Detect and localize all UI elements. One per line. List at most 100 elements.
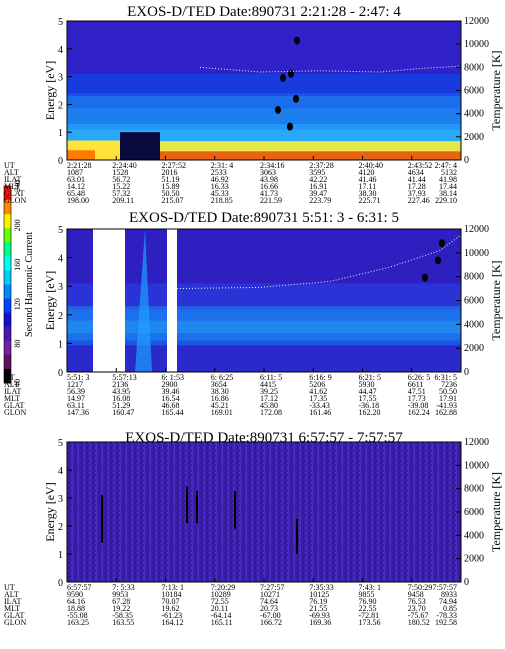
energy-band <box>67 345 461 372</box>
table-cell: 209.11 <box>112 196 134 205</box>
table-cell: 4634 <box>408 168 424 177</box>
table-cell: 64.16 <box>67 597 85 606</box>
y2-tick-label: 12000 <box>464 16 489 27</box>
temperature-trace <box>176 234 462 290</box>
table-cell: 46.92 <box>211 175 229 184</box>
table-row-label: MLT <box>4 604 20 613</box>
spot-mark <box>422 273 428 282</box>
table-cell: 2:27:52 <box>162 161 186 170</box>
table-cell: 20.73 <box>260 604 278 613</box>
table-cell: 5206 <box>309 380 325 389</box>
y-axis-label: Energy [eV] <box>43 271 57 330</box>
table-cell: 67.28 <box>112 597 130 606</box>
colorbar-tick-label: 200 <box>13 219 22 231</box>
y2-tick-label: 4000 <box>464 109 484 120</box>
colorbar-swatch <box>4 340 11 356</box>
y2-axis-label: Temperature [K] <box>489 50 503 130</box>
table-cell: -58.35 <box>112 611 133 620</box>
table-cell: 221.59 <box>260 196 282 205</box>
y-tick-label: 0 <box>58 368 63 379</box>
table-cell: -75.67 <box>408 611 429 620</box>
table-cell: 162.24 <box>408 408 430 417</box>
colorbar-swatch <box>4 354 11 370</box>
colorbar-swatch <box>4 200 11 215</box>
colorbar-swatch <box>4 228 11 243</box>
table-cell: 218.85 <box>211 196 233 205</box>
y2-tick-label: 2000 <box>464 343 484 354</box>
table-cell: 3654 <box>211 380 227 389</box>
y2-tick-label: 8000 <box>464 272 484 283</box>
table-cell: 2:24:40 <box>112 161 136 170</box>
table-cell: 51.29 <box>112 401 130 410</box>
table-cell: 20.11 <box>211 604 229 613</box>
table-cell: 21.55 <box>309 604 327 613</box>
y2-tick-label: 2000 <box>464 554 484 565</box>
colorbar-swatch <box>4 256 11 271</box>
table-row-label: ALT <box>4 168 19 177</box>
table-cell: 4415 <box>260 380 276 389</box>
table-cell: 57.32 <box>112 189 130 198</box>
y2-tick-label: 8000 <box>464 484 484 495</box>
table-cell: 16.08 <box>112 394 130 403</box>
table-cell: 17.28 <box>408 182 426 191</box>
y-tick-label: 0 <box>58 156 63 167</box>
table-cell: 2:31: 4 <box>211 161 233 170</box>
table-cell: 41.98 <box>439 175 457 184</box>
energy-band-core <box>67 96 461 130</box>
colorbar-swatch <box>4 368 11 384</box>
energy-band <box>67 141 461 152</box>
table-cell: 16.86 <box>211 394 229 403</box>
table-row-label: ILAT <box>4 597 21 606</box>
y2-tick-label: 4000 <box>464 319 484 330</box>
colorbar-label: Second Harmonic Current <box>24 232 35 337</box>
colorbar-swatch <box>4 214 11 229</box>
table-cell: 6: 1:53 <box>162 373 184 382</box>
table-cell: 2900 <box>162 380 178 389</box>
energy-band <box>67 151 461 160</box>
y2-tick-label: 10000 <box>464 39 489 50</box>
table-cell: 7:27:57 <box>260 583 284 592</box>
y-tick-label: 5 <box>58 225 63 236</box>
y-tick-label: 2 <box>58 522 63 533</box>
table-row-label: MLT <box>4 182 20 191</box>
table-cell: 47.51 <box>408 387 426 396</box>
table-cell: 5:51: 3 <box>67 373 89 382</box>
colorbar-swatch <box>4 242 11 257</box>
table-cell: 223.79 <box>309 196 331 205</box>
table-cell: 46.68 <box>162 401 180 410</box>
colorbar-swatch <box>4 326 11 342</box>
panel-2: EXOS-D/TED Date:890731 5:51: 3 - 6:31: 5… <box>4 210 503 417</box>
y-tick-label: 2 <box>58 100 63 111</box>
panel-1: EXOS-D/TED Date:890731 2:21:28 - 2:47: 4… <box>4 4 503 205</box>
table-row-label: ILAT <box>4 387 21 396</box>
table-cell: 14.97 <box>67 394 85 403</box>
table-cell: 172.08 <box>260 408 282 417</box>
table-cell: 17.11 <box>359 182 377 191</box>
table-cell: 41.44 <box>408 175 426 184</box>
table-cell: 192.58 <box>435 618 457 627</box>
table-cell: 7: 5:33 <box>112 583 134 592</box>
table-cell: 1528 <box>112 168 128 177</box>
table-cell: 74.94 <box>439 597 457 606</box>
data-gap <box>167 229 177 372</box>
spike-mark <box>196 491 198 524</box>
table-cell: 17.91 <box>439 394 457 403</box>
spot-mark <box>287 122 293 131</box>
y-tick-label: 4 <box>58 254 63 265</box>
y2-tick-label: 12000 <box>464 224 489 235</box>
y-tick-label: 5 <box>58 438 63 449</box>
table-cell: 7:20:29 <box>211 583 235 592</box>
table-cell: 169.01 <box>211 408 233 417</box>
table-cell: 50.50 <box>162 189 180 198</box>
table-cell: 56.72 <box>112 175 130 184</box>
table-cell: 65.48 <box>67 189 85 198</box>
y2-tick-label: 6000 <box>464 296 484 307</box>
table-cell: 19.62 <box>162 604 180 613</box>
table-cell: 180.52 <box>408 618 430 627</box>
table-row-label: GLAT <box>4 189 25 198</box>
colorbar-tick-label: 240 <box>13 180 22 192</box>
table-cell: -36.18 <box>359 401 380 410</box>
colorbar-frame <box>3 185 12 384</box>
table-cell: 2:47: 4 <box>435 161 457 170</box>
table-cell: 17.12 <box>260 394 278 403</box>
